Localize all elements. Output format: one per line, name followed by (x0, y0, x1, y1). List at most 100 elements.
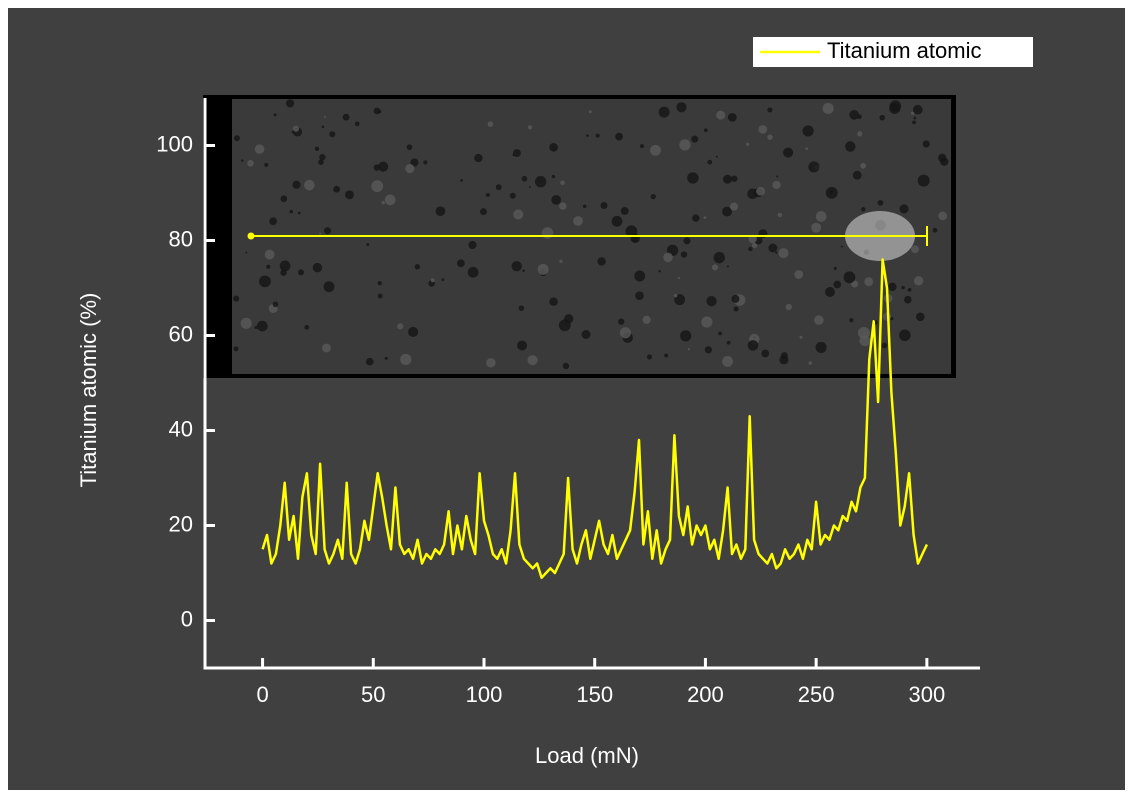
texture-spot (247, 160, 254, 167)
texture-spot (805, 147, 809, 151)
texture-spot (751, 242, 758, 248)
texture-spot (314, 146, 320, 151)
texture-spot (658, 106, 670, 118)
texture-spot (687, 172, 699, 184)
texture-spot (913, 276, 924, 286)
texture-spot (430, 278, 435, 283)
texture-spot (619, 327, 632, 339)
texture-spot (691, 135, 699, 143)
texture-spot (522, 269, 525, 273)
texture-spot (634, 270, 646, 282)
texture-spot (713, 251, 725, 264)
texture-spot (775, 251, 778, 254)
texture-spot (747, 188, 758, 200)
texture-spot (912, 120, 916, 125)
texture-spot (778, 248, 789, 259)
texture-spot (635, 291, 644, 301)
y-tick-label: 40 (169, 416, 193, 441)
texture-spot (371, 180, 384, 193)
texture-spot (292, 180, 301, 189)
texture-spot (704, 346, 712, 354)
texture-spot (254, 144, 265, 154)
texture-spot (658, 270, 661, 273)
texture-spot (322, 343, 331, 353)
texture-spot (767, 107, 773, 113)
texture-spot (642, 315, 651, 324)
texture-spot (559, 202, 567, 210)
texture-spot (406, 144, 413, 151)
texture-spot (879, 114, 886, 121)
texture-spot (852, 170, 862, 180)
texture-spot (808, 361, 812, 365)
texture-spot (715, 155, 718, 158)
texture-spot (722, 206, 733, 217)
texture-spot (323, 281, 335, 293)
texture-spot (849, 110, 860, 120)
texture-spot (517, 340, 528, 351)
texture-spot (279, 260, 291, 272)
texture-spot (907, 287, 912, 292)
texture-spot (611, 215, 623, 227)
texture-spot (245, 251, 248, 254)
texture-spot (779, 355, 789, 365)
texture-spot (595, 133, 600, 138)
texture-spot (588, 110, 592, 114)
texture-spot (457, 259, 465, 268)
texture-spot (297, 269, 305, 276)
texture-spot (912, 104, 923, 115)
texture-spot (321, 125, 325, 129)
texture-spot (899, 329, 911, 342)
scratch-start (247, 232, 255, 240)
texture-spot (673, 293, 678, 298)
texture-spot (683, 237, 691, 245)
texture-spot (366, 242, 370, 246)
texture-spot (922, 140, 930, 148)
texture-spot (849, 318, 854, 323)
texture-spot (264, 162, 269, 167)
x-tick-label: 200 (687, 682, 724, 707)
texture-spot (733, 306, 739, 312)
texture-spot (512, 149, 521, 158)
texture-spot (560, 180, 565, 186)
texture-spot (680, 251, 688, 258)
texture-spot (910, 111, 915, 115)
texture-spot (414, 264, 421, 270)
texture-spot (718, 331, 722, 336)
texture-spot (726, 265, 729, 268)
texture-spot (783, 147, 794, 158)
texture-spot (857, 114, 862, 120)
texture-spot (289, 209, 294, 214)
texture-spot (768, 243, 778, 253)
texture-spot (802, 125, 814, 137)
texture-spot (509, 192, 516, 199)
texture-spot (400, 353, 412, 366)
x-axis-label: Load (mN) (535, 743, 639, 768)
texture-spot (729, 202, 739, 211)
texture-spot (915, 312, 925, 322)
texture-spot (441, 278, 445, 282)
texture-spot (297, 211, 301, 215)
texture-spot (825, 287, 835, 297)
texture-spot (558, 319, 571, 332)
texture-spot (861, 207, 866, 212)
texture-spot (938, 153, 947, 163)
texture-spot (460, 179, 464, 182)
texture-spot (354, 121, 360, 127)
texture-spot (384, 194, 396, 206)
texture-spot (772, 180, 781, 190)
y-tick-label: 100 (156, 131, 193, 156)
texture-spot (890, 316, 894, 321)
x-tick-label: 300 (908, 682, 945, 707)
x-tick-label: 250 (798, 682, 835, 707)
texture-spot (877, 200, 884, 206)
texture-spot (344, 190, 354, 200)
texture-spot (899, 204, 909, 214)
texture-spot (860, 162, 867, 169)
texture-spot (703, 128, 708, 133)
texture-spot (573, 216, 583, 226)
data-line (261, 258, 929, 580)
texture-spot (707, 159, 713, 165)
texture-spot (618, 318, 625, 325)
texture-spot (272, 301, 279, 308)
